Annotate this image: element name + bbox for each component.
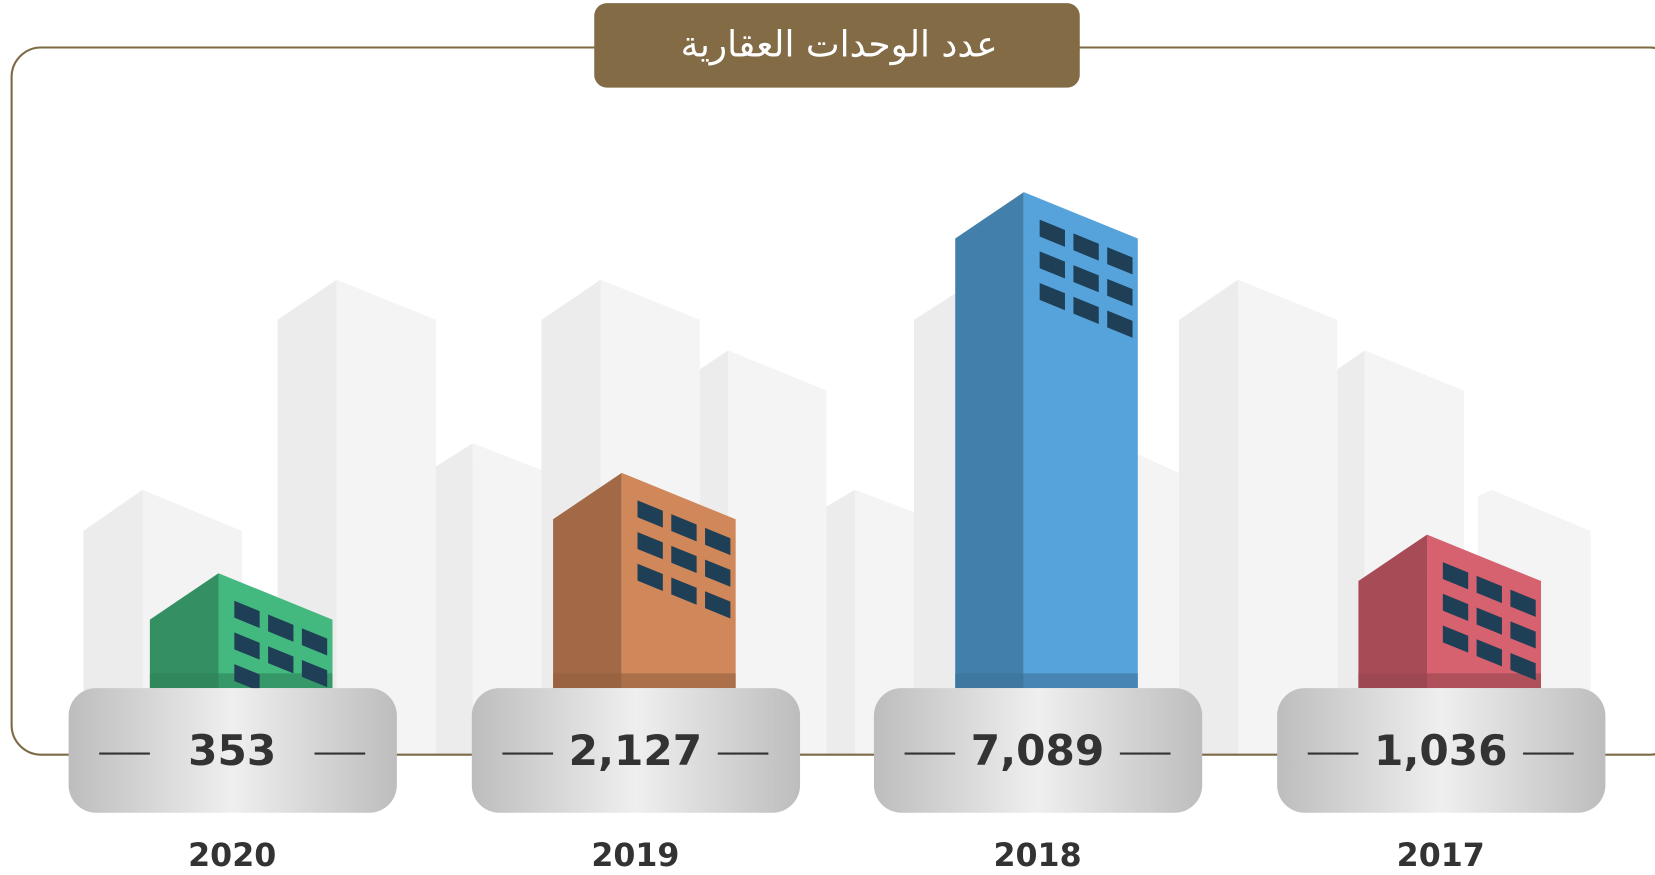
window: [1442, 562, 1469, 590]
window: [1107, 278, 1133, 307]
window: [637, 532, 663, 560]
building-left-face: [955, 192, 1024, 689]
window: [705, 559, 731, 587]
window: [1039, 219, 1065, 247]
window: [1039, 282, 1065, 311]
x-tick-label: 2019: [591, 838, 679, 874]
window: [1039, 251, 1065, 279]
value-label: 1,036: [1374, 726, 1508, 775]
building: [553, 472, 736, 689]
window: [1476, 607, 1502, 635]
building-base: [553, 673, 736, 689]
window: [1510, 589, 1536, 617]
window: [268, 614, 294, 642]
window: [301, 628, 328, 656]
window: [1476, 575, 1502, 604]
building: [149, 573, 333, 692]
window: [637, 500, 663, 528]
window: [1107, 310, 1133, 338]
window: [301, 659, 328, 688]
window: [234, 600, 260, 628]
window: [1510, 621, 1536, 649]
value-label: 353: [188, 726, 276, 775]
x-tick-label: 2018: [993, 838, 1081, 874]
value-box: [68, 688, 397, 813]
building-left-face: [149, 573, 219, 689]
building-base: [1358, 673, 1542, 689]
x-tick-label: 2020: [188, 838, 276, 874]
window: [671, 577, 697, 605]
building-left-face: [1358, 534, 1428, 689]
window: [637, 563, 663, 591]
value-box: [873, 688, 1203, 813]
chart-title: عدد الوحدات العقارية: [681, 24, 998, 65]
window: [1442, 625, 1469, 653]
window: [234, 664, 260, 692]
value-label: 2,127: [569, 726, 703, 775]
x-tick-label: 2017: [1397, 838, 1485, 874]
window: [1442, 593, 1469, 622]
buildings: [149, 192, 1542, 692]
window: [705, 527, 731, 556]
building: [1358, 534, 1542, 689]
window: [234, 632, 260, 660]
window: [268, 646, 294, 674]
window: [671, 545, 697, 574]
value-box: [471, 688, 801, 813]
value-box: [1277, 688, 1606, 813]
window: [1510, 652, 1536, 681]
window: [1073, 296, 1099, 324]
window: [705, 591, 731, 619]
window: [671, 514, 697, 542]
window: [1107, 247, 1133, 275]
window: [1073, 233, 1099, 261]
building-base: [955, 673, 1138, 689]
window: [1476, 639, 1502, 667]
building-left-face: [553, 472, 622, 689]
title-box: [594, 3, 1080, 88]
value-label: 7,089: [971, 726, 1105, 775]
building: [955, 192, 1138, 689]
window: [1073, 265, 1099, 293]
